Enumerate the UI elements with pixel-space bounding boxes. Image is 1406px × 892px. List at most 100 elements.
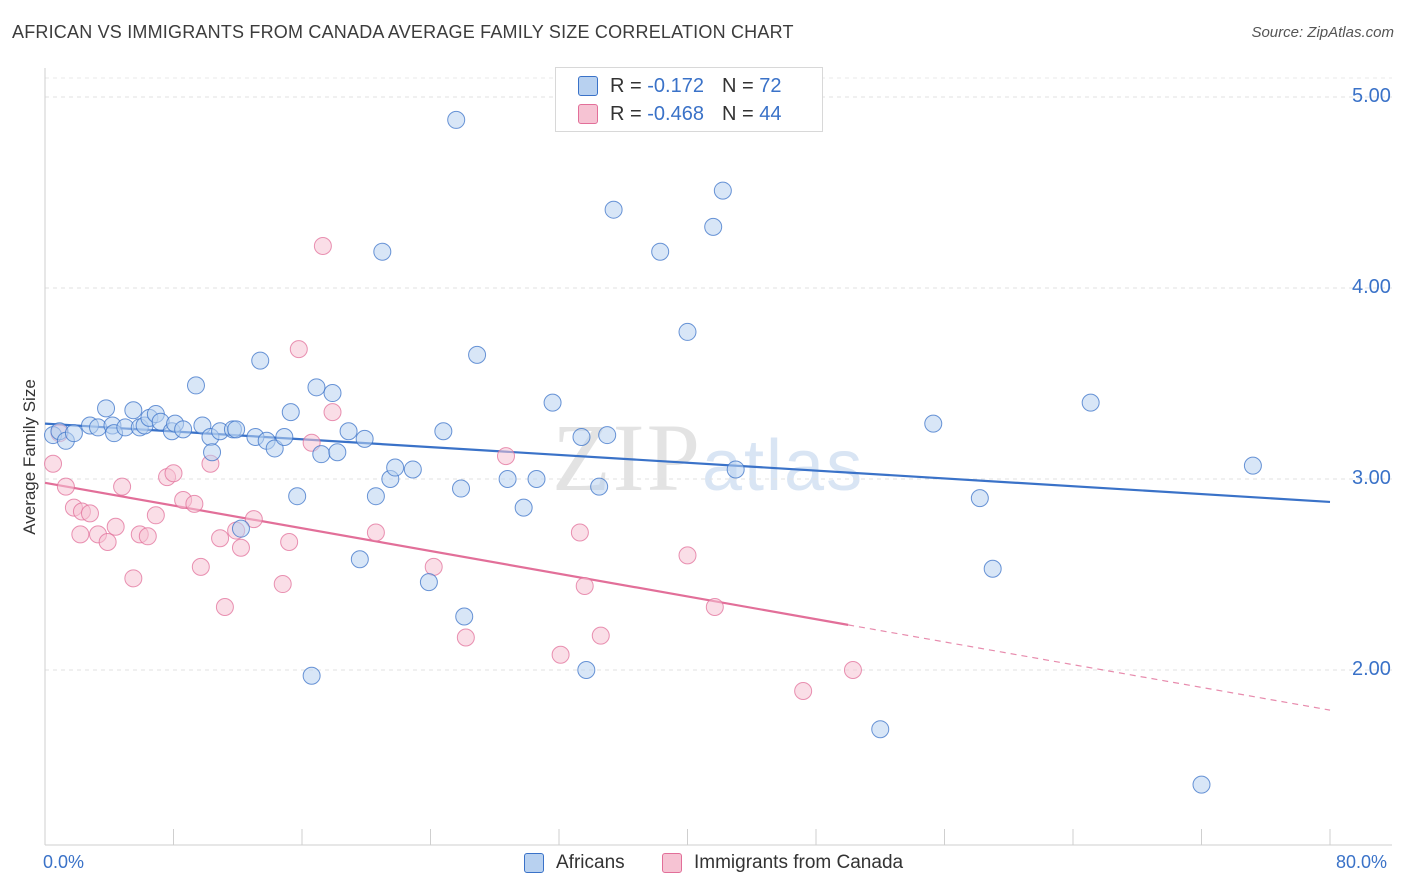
point-africans — [386, 458, 405, 477]
point-canada — [313, 236, 332, 255]
series-name-canada: Immigrants from Canada — [694, 852, 904, 873]
legend-r-label: R = — [610, 102, 648, 125]
point-africans — [281, 403, 300, 422]
watermark: ZIPatlas — [552, 402, 864, 513]
point-canada — [106, 517, 125, 536]
point-africans — [288, 487, 307, 506]
point-africans — [366, 487, 385, 506]
point-africans — [434, 422, 453, 441]
point-canada — [98, 533, 117, 552]
point-canada — [366, 523, 385, 542]
legend-n-label: N = — [721, 102, 760, 125]
trend-lines — [44, 422, 1331, 711]
point-canada — [113, 477, 132, 496]
point-canada — [496, 447, 515, 466]
y-tick-label-4: 4.00 — [1352, 276, 1391, 298]
point-africans — [328, 443, 347, 462]
point-canada — [678, 546, 697, 565]
point-africans — [373, 242, 392, 261]
x-max-label: 80.0% — [1336, 852, 1388, 872]
point-africans — [498, 470, 517, 488]
point-africans — [124, 401, 143, 420]
point-canada — [124, 569, 143, 588]
point-africans — [970, 489, 989, 508]
point-africans — [1192, 775, 1211, 794]
point-canada — [231, 538, 250, 557]
point-canada — [146, 506, 165, 525]
point-canada — [71, 525, 90, 544]
point-canada — [705, 597, 724, 616]
point-africans — [726, 460, 745, 479]
grid-lines — [45, 77, 1392, 671]
point-africans — [302, 666, 321, 685]
legend-r-value: -0.172 — [647, 74, 704, 97]
point-africans — [1081, 393, 1100, 412]
legend-swatch-blue — [578, 76, 598, 96]
point-africans — [468, 345, 487, 364]
point-africans — [704, 217, 723, 236]
point-africans — [452, 479, 471, 498]
chart-title: AFRICAN VS IMMIGRANTS FROM CANADA AVERAG… — [12, 22, 794, 42]
data-points — [44, 110, 1262, 794]
point-canada — [80, 504, 99, 523]
legend-n-value: 44 — [759, 102, 782, 125]
point-africans — [339, 422, 358, 441]
point-africans — [651, 242, 670, 261]
point-canada — [302, 433, 321, 452]
source-credit: Source: ZipAtlas.com — [1251, 24, 1394, 41]
trend-line-canada-extension — [848, 624, 1331, 711]
point-africans — [598, 426, 617, 445]
y-tick-label-5: 5.00 — [1352, 85, 1391, 107]
point-africans — [275, 427, 294, 446]
point-africans — [871, 720, 890, 739]
point-africans — [355, 429, 374, 448]
legend-r-value: -0.468 — [647, 102, 704, 125]
point-africans — [983, 559, 1002, 578]
point-africans — [527, 470, 546, 488]
series-swatch-pink — [662, 853, 682, 873]
series-name-africans: Africans — [556, 852, 625, 873]
point-canada — [575, 576, 594, 595]
point-africans — [455, 607, 474, 626]
point-africans — [924, 414, 943, 433]
point-africans — [312, 445, 331, 464]
point-canada — [794, 682, 813, 701]
point-africans — [227, 420, 246, 439]
point-canada — [591, 626, 610, 645]
y-tick-label-2: 2.00 — [1352, 658, 1391, 680]
trend-line-canada — [44, 481, 849, 626]
point-canada — [191, 557, 210, 576]
point-africans — [174, 420, 193, 439]
point-canada — [551, 645, 570, 664]
legend-swatch-pink — [578, 104, 598, 124]
legend-row-africans: R = -0.172 N = 72 — [578, 74, 781, 98]
point-canada — [56, 477, 75, 496]
legend-n-value: 72 — [759, 74, 782, 97]
watermark-zip: ZIP — [552, 404, 702, 511]
point-canada — [323, 403, 342, 422]
correlation-legend: R = -0.172 N = 72 R = -0.468 N = 44 — [555, 67, 823, 132]
point-canada — [185, 494, 204, 513]
series-swatch-blue — [524, 853, 544, 873]
point-canada — [215, 597, 234, 616]
point-canada — [570, 523, 589, 542]
point-africans — [419, 573, 438, 592]
x-min-label: 0.0% — [43, 852, 85, 872]
point-africans — [265, 439, 284, 458]
point-africans — [577, 661, 596, 679]
point-canada — [456, 628, 475, 647]
point-africans — [64, 424, 83, 443]
point-africans — [403, 460, 422, 479]
point-canada — [164, 464, 183, 483]
legend-r-label: R = — [610, 74, 648, 97]
point-canada — [843, 661, 862, 679]
point-canada — [44, 454, 63, 473]
point-canada — [280, 533, 299, 552]
point-africans — [713, 181, 732, 200]
point-africans — [97, 399, 116, 418]
point-africans — [590, 477, 609, 496]
point-canada — [211, 529, 230, 548]
point-africans — [447, 110, 466, 129]
point-africans — [514, 498, 533, 517]
